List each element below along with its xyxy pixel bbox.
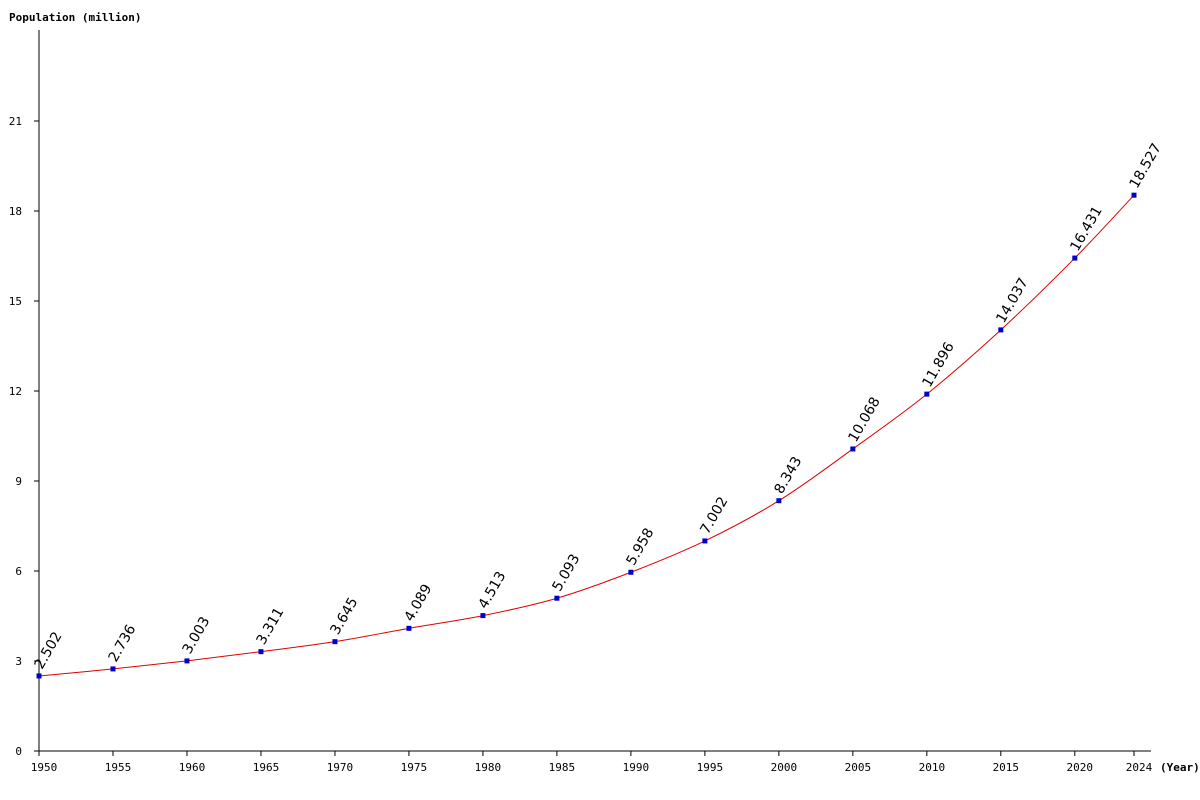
series-line xyxy=(38,194,1135,677)
x-tick-label: 1995 xyxy=(697,761,724,774)
data-point-marker xyxy=(702,538,708,544)
y-tick-label: 0 xyxy=(15,745,22,758)
data-point-marker xyxy=(480,613,486,619)
data-value-label: 2.502 xyxy=(32,629,66,672)
x-tick-label: 2010 xyxy=(919,761,946,774)
data-value-label: 4.089 xyxy=(402,582,436,625)
data-value-label: 5.093 xyxy=(550,551,584,594)
x-tick-label: 2024 xyxy=(1126,761,1153,774)
x-tick-label: 2000 xyxy=(771,761,798,774)
y-tick-label: 21 xyxy=(9,115,22,128)
data-value-label: 18.527 xyxy=(1127,141,1165,191)
x-axis-ticks: 1950 1955 1960 1965 1970 1975 1980 1985 1990 1995… xyxy=(31,751,1153,774)
data-point-marker xyxy=(628,569,634,575)
data-value-label: 4.513 xyxy=(476,569,510,612)
x-tick-label: 1950 xyxy=(31,761,58,774)
data-point-marker xyxy=(406,625,412,631)
x-tick-label: 1990 xyxy=(623,761,650,774)
data-value-label: 3.645 xyxy=(328,595,362,638)
data-point-marker xyxy=(110,666,116,672)
y-tick-label: 18 xyxy=(9,205,22,218)
y-tick-label: 6 xyxy=(15,565,22,578)
x-tick-label: 1965 xyxy=(253,761,280,774)
data-point-marker xyxy=(36,673,42,679)
x-tick-label: 1985 xyxy=(549,761,576,774)
data-value-label: 11.896 xyxy=(919,340,957,391)
data-labels: 2.502 2.736 3.003 3.311 3.645 4.089 4.513 5.093… xyxy=(32,141,1165,672)
x-tick-label: 1975 xyxy=(401,761,428,774)
y-axis-title: Population (million) xyxy=(9,11,141,24)
x-tick-label: 2020 xyxy=(1067,761,1094,774)
x-tick-label: 2005 xyxy=(845,761,872,774)
x-tick-label: 2015 xyxy=(993,761,1020,774)
data-point-marker xyxy=(924,391,930,397)
data-point-marker xyxy=(184,658,190,664)
x-tick-label: 1970 xyxy=(327,761,354,774)
x-tick-label: 1955 xyxy=(105,761,132,774)
y-tick-label: 15 xyxy=(9,295,22,308)
data-point-marker xyxy=(258,649,264,655)
data-value-label: 3.003 xyxy=(180,614,214,657)
y-axis-ticks: 0 3 6 9 12 15 18 21 xyxy=(9,115,39,758)
y-tick-label: 3 xyxy=(15,655,22,668)
data-point-marker xyxy=(998,327,1004,333)
x-tick-label: 1980 xyxy=(475,761,502,774)
data-point-marker xyxy=(850,446,856,452)
y-tick-label: 9 xyxy=(15,475,22,488)
x-tick-label: 1960 xyxy=(179,761,206,774)
data-value-label: 8.343 xyxy=(771,454,805,497)
series-markers xyxy=(36,192,1137,679)
data-value-label: 2.736 xyxy=(106,622,140,665)
x-axis-title: (Year) xyxy=(1160,761,1200,774)
data-value-label: 10.068 xyxy=(845,395,883,445)
data-point-marker xyxy=(1131,192,1137,198)
data-point-marker xyxy=(332,639,338,645)
data-point-marker xyxy=(554,595,560,601)
y-tick-label: 12 xyxy=(9,385,22,398)
data-point-marker xyxy=(1072,255,1078,261)
data-point-marker xyxy=(776,498,782,504)
data-value-label: 3.311 xyxy=(254,605,288,648)
data-value-label: 5.958 xyxy=(623,526,657,569)
